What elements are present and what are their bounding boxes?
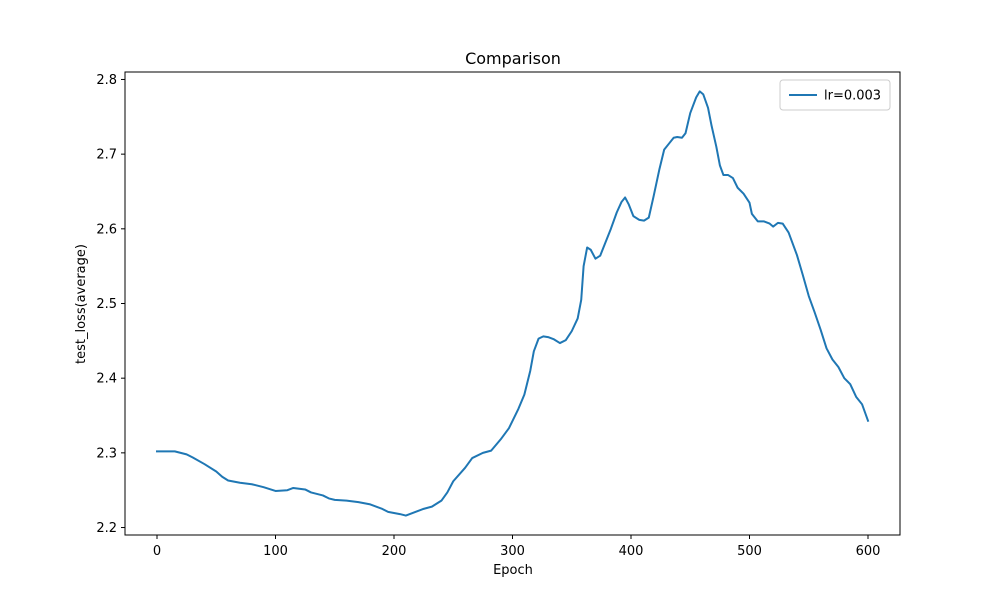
x-axis-label: Epoch [493, 563, 533, 578]
plot-area [156, 90, 870, 517]
y-tick-label: 2.2 [96, 521, 117, 536]
x-tick-label: 300 [500, 544, 525, 559]
y-tick-label: 2.3 [96, 446, 117, 461]
y-tick-label: 2.4 [96, 372, 117, 387]
series-line-0 [156, 90, 870, 517]
legend-box [779, 79, 891, 111]
legend: lr=0.003 [779, 79, 891, 111]
axes: 0 100 200 300 400 500 600 2.2 2.3 2.4 2.5 2.6 2.7 2.8 [96, 71, 901, 559]
x-tick-label: 0 [153, 544, 161, 559]
y-tick-label: 2.5 [96, 297, 117, 312]
x-tick-label: 400 [619, 544, 644, 559]
chart-title: Comparison [465, 49, 561, 68]
legend-label-0: lr=0.003 [824, 89, 881, 104]
x-tick-label: 200 [382, 544, 407, 559]
y-tick-label: 2.7 [96, 148, 117, 163]
x-tick-label: 600 [856, 544, 881, 559]
y-tick-label: 2.8 [96, 73, 117, 88]
x-tick-label: 500 [737, 544, 762, 559]
x-tick-label: 100 [263, 544, 288, 559]
y-axis-label: test_loss(average) [74, 244, 89, 364]
y-tick-label: 2.6 [96, 222, 117, 237]
